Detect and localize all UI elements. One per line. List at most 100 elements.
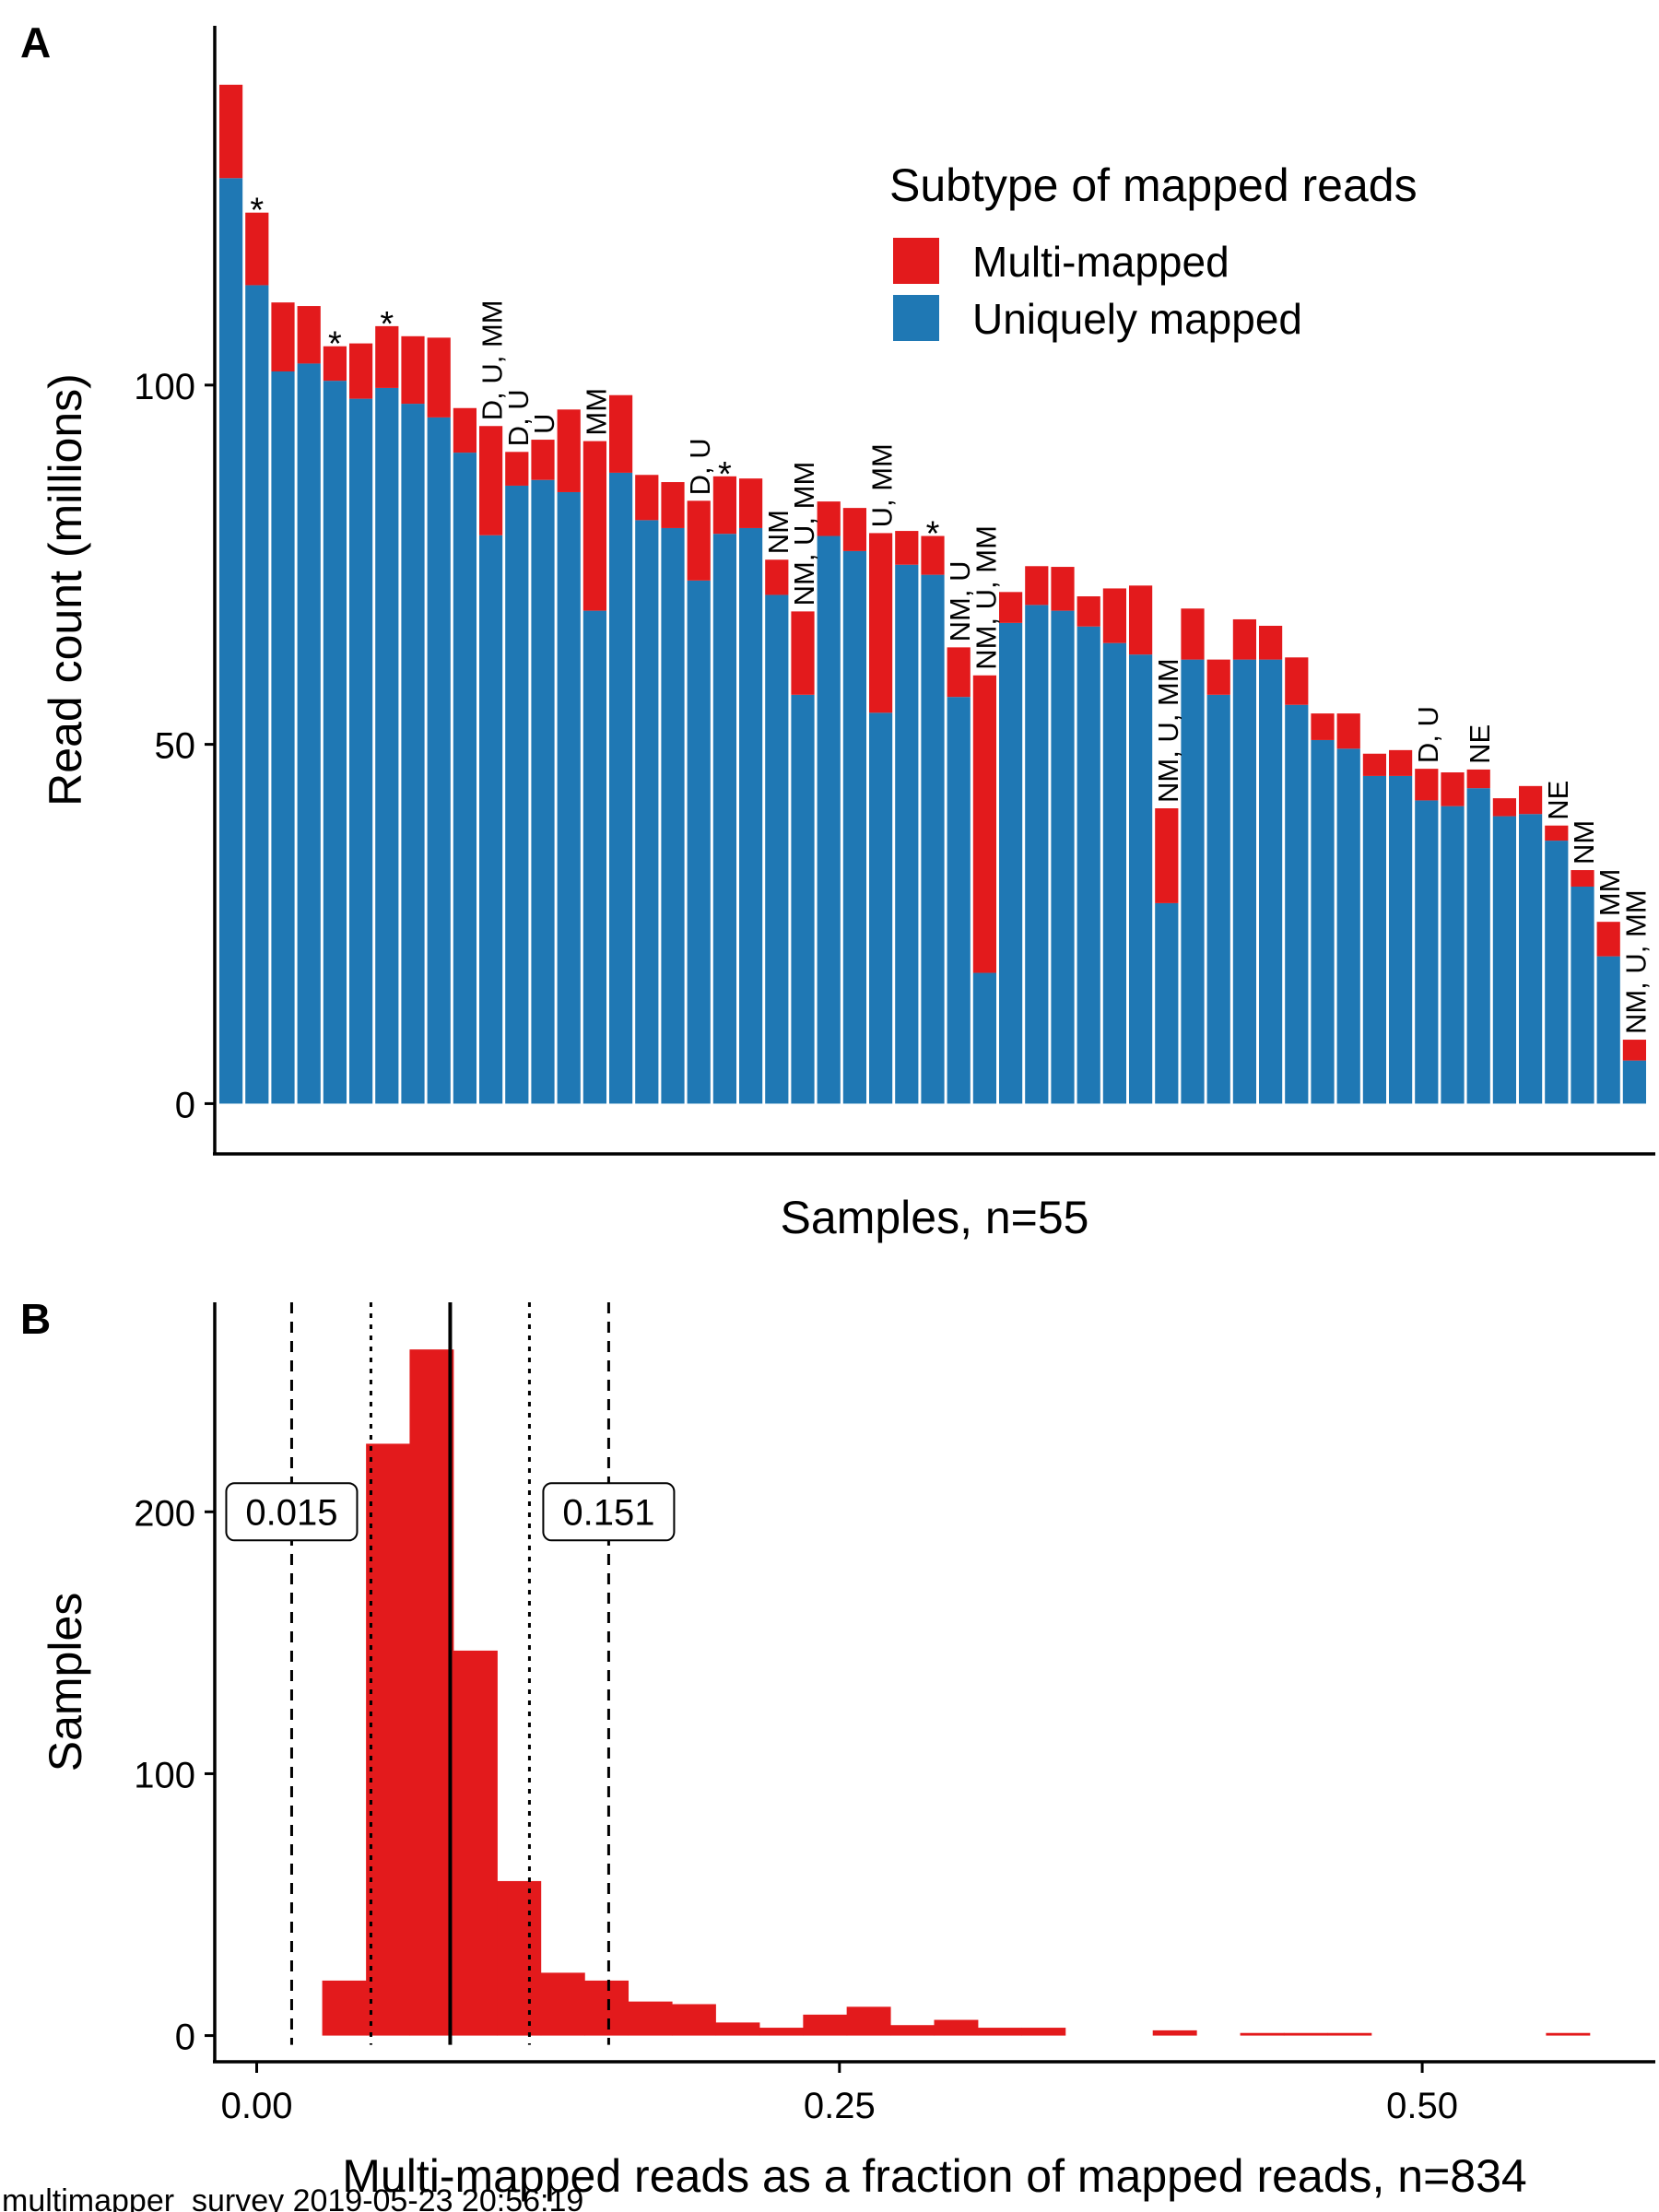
panel-b-y-tick-label: 0 [175, 2018, 195, 2058]
histogram-bar-7 [584, 1980, 629, 2036]
bar-multi-mapped-15 [582, 441, 606, 611]
panel-b-x-tick-label: 0.50 [1386, 2086, 1458, 2126]
bar-uniquely-mapped-29 [947, 697, 971, 1104]
panel-b-x-axis-label: Multi-mapped reads as a fraction of mapp… [342, 2150, 1526, 2202]
histogram-bar-13 [846, 2006, 891, 2036]
bar-multi-mapped-23 [791, 611, 815, 695]
bar-uniquely-mapped-49 [1466, 788, 1490, 1104]
bar-multi-mapped-4 [297, 306, 321, 364]
bar-multi-mapped-34 [1077, 596, 1100, 627]
bar-multi-mapped-33 [1051, 567, 1075, 611]
bar-multi-mapped-11 [479, 426, 503, 535]
bar-uniquely-mapped-50 [1492, 816, 1516, 1104]
bar-uniquely-mapped-18 [661, 527, 685, 1104]
bar-multi-mapped-31 [999, 592, 1023, 623]
histogram-bar-15 [934, 2019, 979, 2036]
histogram-bar-10 [715, 2022, 760, 2036]
annotation-label-13: U [528, 414, 560, 434]
bar-multi-mapped-38 [1181, 608, 1205, 660]
histogram-bar-12 [803, 2014, 848, 2036]
bar-uniquely-mapped-41 [1259, 659, 1283, 1104]
panel-a-bars [219, 84, 1646, 1104]
legend-title: Subtype of mapped reads [889, 159, 1418, 211]
histogram-bar-8 [628, 2001, 673, 2036]
panel-a-x-axis-label: Samples, n=55 [781, 1192, 1089, 1243]
bar-multi-mapped-35 [1102, 588, 1126, 643]
histogram-bar-20 [1152, 2030, 1197, 2036]
bar-uniquely-mapped-19 [687, 580, 711, 1104]
annotation-label-12: D, U [502, 389, 535, 446]
bar-uniquely-mapped-39 [1206, 694, 1230, 1104]
bar-multi-mapped-24 [817, 501, 841, 536]
histogram-bar-16 [978, 2028, 1022, 2036]
bar-uniquely-mapped-13 [531, 479, 555, 1104]
histogram-bar-2 [366, 1443, 411, 2036]
bar-multi-mapped-5 [323, 346, 347, 382]
bar-uniquely-mapped-47 [1415, 800, 1439, 1104]
bar-uniquely-mapped-51 [1519, 814, 1543, 1104]
bar-uniquely-mapped-43 [1311, 739, 1335, 1104]
annotation-label-19: D, U [684, 438, 716, 495]
bar-uniquely-mapped-35 [1102, 642, 1126, 1104]
histogram-bar-1 [322, 1980, 367, 2036]
panel-b-histogram-bars [322, 1349, 1591, 2036]
bar-uniquely-mapped-33 [1051, 610, 1075, 1104]
bar-uniquely-mapped-26 [869, 712, 893, 1104]
legend-swatch-uniquely-mapped [893, 295, 939, 341]
bar-multi-mapped-42 [1285, 657, 1309, 705]
histogram-bar-5 [497, 1880, 542, 2036]
panel-a-tag: A [20, 18, 51, 66]
bar-multi-mapped-37 [1155, 808, 1179, 903]
line-label-box-5 [542, 1482, 676, 1542]
annotation-label-30: NM, U, MM [970, 525, 1002, 670]
bar-uniquely-mapped-9 [427, 417, 451, 1104]
bar-uniquely-mapped-46 [1389, 775, 1413, 1104]
bar-multi-mapped-14 [557, 409, 581, 492]
bar-multi-mapped-27 [895, 531, 919, 565]
bar-multi-mapped-29 [947, 647, 971, 698]
bar-uniquely-mapped-2 [245, 285, 269, 1104]
bar-uniquely-mapped-53 [1571, 886, 1594, 1104]
bar-uniquely-mapped-40 [1232, 659, 1256, 1104]
bar-uniquely-mapped-15 [582, 610, 606, 1104]
bar-uniquely-mapped-32 [1025, 605, 1049, 1104]
histogram-bar-4 [453, 1650, 498, 2036]
panel-b-tag: B [20, 1295, 51, 1343]
bar-multi-mapped-8 [401, 335, 425, 405]
footer-timestamp: multimapper_survey 2019-05-23 20:56:19 [2, 2183, 583, 2212]
bar-multi-mapped-51 [1519, 785, 1543, 815]
bar-multi-mapped-10 [453, 407, 477, 453]
panel-b-y-tick-label: 100 [134, 1755, 195, 1795]
histogram-bar-14 [890, 2025, 935, 2036]
bar-uniquely-mapped-1 [219, 178, 243, 1104]
histogram-bar-11 [759, 2028, 804, 2036]
annotation-label-26: U, MM [866, 443, 899, 527]
bar-multi-mapped-43 [1311, 713, 1335, 740]
bar-multi-mapped-50 [1492, 798, 1516, 817]
bar-uniquely-mapped-30 [972, 972, 996, 1104]
bar-multi-mapped-54 [1596, 922, 1620, 957]
panel-b: B 0.015 0.151 0 100 200 0.00 0.25 0.50 Multi-… [20, 1295, 1655, 2202]
annotation-label-55: NM, U, MM [1619, 889, 1652, 1034]
bar-uniquely-mapped-52 [1545, 841, 1569, 1104]
bar-uniquely-mapped-20 [712, 534, 736, 1104]
legend-label-multi-mapped: Multi-mapped [972, 238, 1230, 286]
bar-uniquely-mapped-7 [375, 387, 399, 1104]
bar-multi-mapped-7 [375, 325, 399, 388]
bar-multi-mapped-3 [271, 302, 295, 371]
histogram-bar-29 [1546, 2032, 1591, 2036]
panel-a-y-tick-label: 100 [134, 367, 195, 407]
bar-multi-mapped-40 [1232, 618, 1256, 660]
panel-b-y-axis-label: Samples [40, 1593, 91, 1772]
panel-b-reference-lines [289, 1302, 610, 2045]
bar-uniquely-mapped-54 [1596, 956, 1620, 1104]
bar-multi-mapped-26 [869, 533, 893, 713]
bar-multi-mapped-6 [349, 343, 373, 399]
annotation-star-5: * [328, 325, 342, 364]
panel-b-line-labels: 0.015 0.151 [225, 1482, 676, 1542]
bar-uniquely-mapped-28 [921, 574, 945, 1104]
bar-uniquely-mapped-55 [1622, 1060, 1646, 1104]
annotation-star-7: * [380, 305, 394, 344]
